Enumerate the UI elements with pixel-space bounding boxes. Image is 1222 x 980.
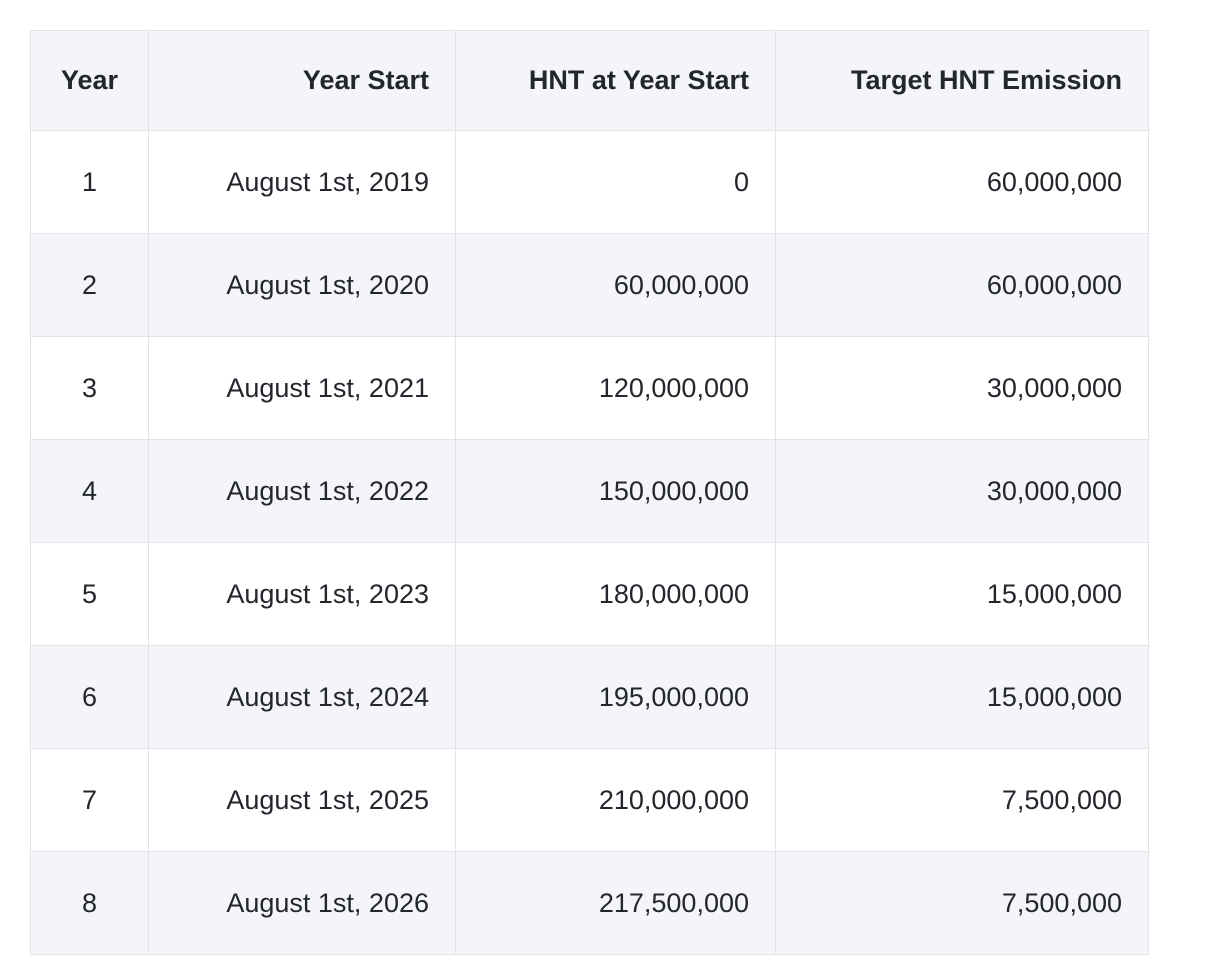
cell-year: 8	[30, 851, 149, 955]
hnt-emission-table: Year Year Start HNT at Year Start Target…	[30, 30, 1149, 955]
header-row: Year Year Start HNT at Year Start Target…	[30, 30, 1149, 131]
table-header: Year Year Start HNT at Year Start Target…	[30, 30, 1149, 131]
column-header-target-hnt-emission: Target HNT Emission	[775, 30, 1149, 131]
cell-target-hnt-emission: 30,000,000	[775, 439, 1149, 543]
cell-year: 2	[30, 233, 149, 337]
cell-target-hnt-emission: 60,000,000	[775, 233, 1149, 337]
cell-year-start: August 1st, 2021	[148, 336, 456, 440]
cell-hnt-at-year-start: 217,500,000	[455, 851, 776, 955]
table-body: 1 August 1st, 2019 0 60,000,000 2 August…	[30, 130, 1149, 955]
cell-year: 4	[30, 439, 149, 543]
table-row: 5 August 1st, 2023 180,000,000 15,000,00…	[30, 542, 1149, 646]
table-row: 7 August 1st, 2025 210,000,000 7,500,000	[30, 748, 1149, 852]
cell-hnt-at-year-start: 150,000,000	[455, 439, 776, 543]
cell-year-start: August 1st, 2019	[148, 130, 456, 234]
cell-hnt-at-year-start: 195,000,000	[455, 645, 776, 749]
table-row: 4 August 1st, 2022 150,000,000 30,000,00…	[30, 439, 1149, 543]
table-row: 2 August 1st, 2020 60,000,000 60,000,000	[30, 233, 1149, 337]
cell-year: 5	[30, 542, 149, 646]
table-row: 6 August 1st, 2024 195,000,000 15,000,00…	[30, 645, 1149, 749]
column-header-hnt-at-year-start: HNT at Year Start	[455, 30, 776, 131]
cell-target-hnt-emission: 30,000,000	[775, 336, 1149, 440]
cell-year-start: August 1st, 2026	[148, 851, 456, 955]
cell-year: 1	[30, 130, 149, 234]
cell-hnt-at-year-start: 0	[455, 130, 776, 234]
cell-year: 7	[30, 748, 149, 852]
hnt-emission-table-container: Year Year Start HNT at Year Start Target…	[30, 30, 1149, 955]
cell-year-start: August 1st, 2023	[148, 542, 456, 646]
cell-target-hnt-emission: 15,000,000	[775, 645, 1149, 749]
cell-year-start: August 1st, 2025	[148, 748, 456, 852]
cell-target-hnt-emission: 15,000,000	[775, 542, 1149, 646]
cell-target-hnt-emission: 60,000,000	[775, 130, 1149, 234]
column-header-year-start: Year Start	[148, 30, 456, 131]
cell-hnt-at-year-start: 210,000,000	[455, 748, 776, 852]
cell-year: 3	[30, 336, 149, 440]
cell-year: 6	[30, 645, 149, 749]
cell-year-start: August 1st, 2022	[148, 439, 456, 543]
table-row: 3 August 1st, 2021 120,000,000 30,000,00…	[30, 336, 1149, 440]
cell-year-start: August 1st, 2020	[148, 233, 456, 337]
cell-hnt-at-year-start: 60,000,000	[455, 233, 776, 337]
cell-hnt-at-year-start: 180,000,000	[455, 542, 776, 646]
cell-target-hnt-emission: 7,500,000	[775, 851, 1149, 955]
table-row: 1 August 1st, 2019 0 60,000,000	[30, 130, 1149, 234]
table-row: 8 August 1st, 2026 217,500,000 7,500,000	[30, 851, 1149, 955]
cell-hnt-at-year-start: 120,000,000	[455, 336, 776, 440]
cell-year-start: August 1st, 2024	[148, 645, 456, 749]
cell-target-hnt-emission: 7,500,000	[775, 748, 1149, 852]
column-header-year: Year	[30, 30, 149, 131]
